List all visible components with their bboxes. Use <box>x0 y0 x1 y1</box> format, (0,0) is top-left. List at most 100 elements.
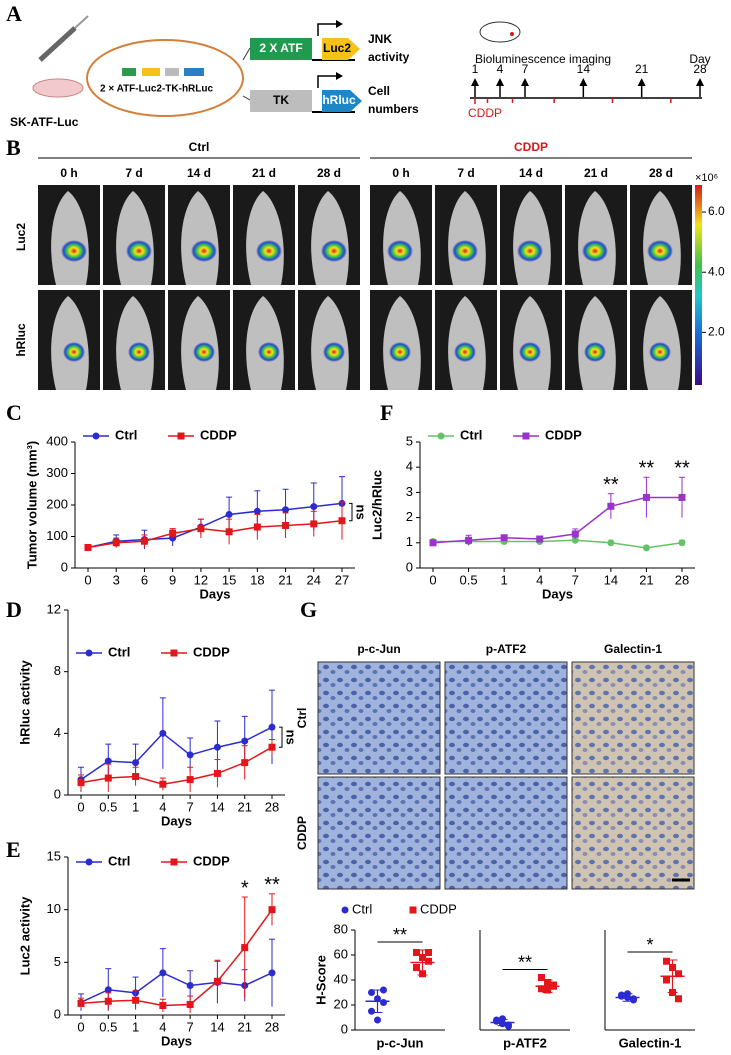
x-tick-label: 0.5 <box>99 1019 117 1034</box>
timepoint-label: 21 d <box>584 166 608 180</box>
construct-part <box>165 68 179 76</box>
marker <box>380 986 387 994</box>
x-tick-label: 21 <box>278 572 292 587</box>
mouse-body <box>513 191 551 285</box>
legend-label: CDDP <box>420 901 457 916</box>
marker <box>177 432 185 440</box>
x-axis-label: Days <box>542 586 573 601</box>
y-tick-label: 5 <box>54 954 61 969</box>
y-tick-label: 400 <box>46 433 68 448</box>
y-tick-label: 4 <box>54 725 61 740</box>
row-label: Ctrl <box>295 708 309 729</box>
timeline-day: 14 <box>577 62 591 76</box>
x-tick-label: 1 <box>501 572 508 587</box>
legend-label: Ctrl <box>115 427 137 442</box>
y-tick-label: 0 <box>406 559 413 574</box>
mouse-body <box>181 191 219 285</box>
x-tick-label: 28 <box>265 799 279 814</box>
x-tick-label: 4 <box>536 572 543 587</box>
syringe <box>38 26 77 62</box>
y-tick-label: 10 <box>47 901 61 916</box>
x-tick-label: 14 <box>210 799 224 814</box>
bioluminescence <box>649 342 671 362</box>
construct-part <box>122 68 136 76</box>
marker <box>642 493 650 501</box>
construct-label: 2 × ATF-Luc2-TK-hRLuc <box>100 84 213 95</box>
significance: ** <box>264 874 280 896</box>
x-tick-label: 21 <box>237 1019 251 1034</box>
promoter-box <box>250 90 312 112</box>
series-line <box>87 502 343 549</box>
timepoint-label: 0 h <box>60 166 77 180</box>
mouse-body <box>383 191 421 285</box>
marker <box>159 780 167 788</box>
gene-label: Luc2 <box>323 41 351 55</box>
marker <box>368 1007 375 1015</box>
marker <box>571 536 579 544</box>
promoter-arrow <box>317 75 338 88</box>
stain-label: p-ATF2 <box>486 642 527 656</box>
stain-label: Galectin-1 <box>604 642 662 656</box>
ihc-image <box>571 776 695 890</box>
x-tick-label: 0 <box>429 572 436 587</box>
gene-box <box>322 38 360 60</box>
y-tick-label: 2 <box>406 509 413 524</box>
needle <box>74 15 89 29</box>
marker <box>77 999 85 1007</box>
marker <box>140 537 148 545</box>
colorbar-tick-label: 6.0 <box>708 204 725 218</box>
x-tick-label: 0.5 <box>460 572 478 587</box>
x-tick-label: 0 <box>77 799 84 814</box>
timeline-arrow-head <box>696 78 704 86</box>
marker <box>380 999 387 1006</box>
mouse-body <box>448 191 486 285</box>
marker <box>268 969 276 977</box>
x-tick-label: 0.5 <box>99 799 117 814</box>
marker <box>338 517 346 525</box>
marker <box>268 723 276 731</box>
marker <box>571 530 579 538</box>
bracket <box>279 726 283 748</box>
series-line <box>80 972 273 1004</box>
marker <box>112 539 120 547</box>
readout: Cell <box>368 84 390 98</box>
marker <box>104 986 112 994</box>
readout: numbers <box>368 102 419 116</box>
promoter-box <box>250 38 312 60</box>
marker <box>538 985 545 993</box>
marker <box>186 776 194 784</box>
y-axis-label: Tumor volume (mm³) <box>24 441 39 569</box>
marker <box>132 773 140 780</box>
legend-marker <box>341 906 349 914</box>
timepoint-label: 7 d <box>125 166 142 180</box>
promoter-arrow-head <box>336 72 343 80</box>
y-axis-label: Luc2/hRluc <box>369 470 384 540</box>
marker <box>675 995 682 1003</box>
marker <box>241 737 249 745</box>
construct-part <box>142 68 160 76</box>
mouse-body <box>643 191 681 285</box>
y-tick-label: 100 <box>46 528 68 543</box>
marker <box>642 544 650 552</box>
timeline-arrow-head <box>496 78 504 86</box>
bracket <box>349 502 353 522</box>
marker <box>437 432 445 440</box>
bioluminescence <box>389 342 411 362</box>
marker <box>92 432 100 440</box>
marker <box>413 964 420 971</box>
marker <box>197 525 205 533</box>
promoter-label: 2 X ATF <box>259 41 302 55</box>
marker <box>500 534 508 542</box>
timepoint-label: 0 h <box>392 166 409 180</box>
mouse-tumor <box>510 32 514 36</box>
legend-label: CDDP <box>193 644 230 659</box>
marker <box>536 535 544 543</box>
marker <box>538 974 545 981</box>
legend-label: Ctrl <box>352 901 372 916</box>
timepoint-label: 7 d <box>457 166 474 180</box>
marker <box>186 751 194 759</box>
x-tick-label: 14 <box>210 1019 224 1034</box>
timeline-day: 21 <box>635 62 649 76</box>
x-tick-label: 1 <box>132 1019 139 1034</box>
series-line <box>80 746 273 785</box>
